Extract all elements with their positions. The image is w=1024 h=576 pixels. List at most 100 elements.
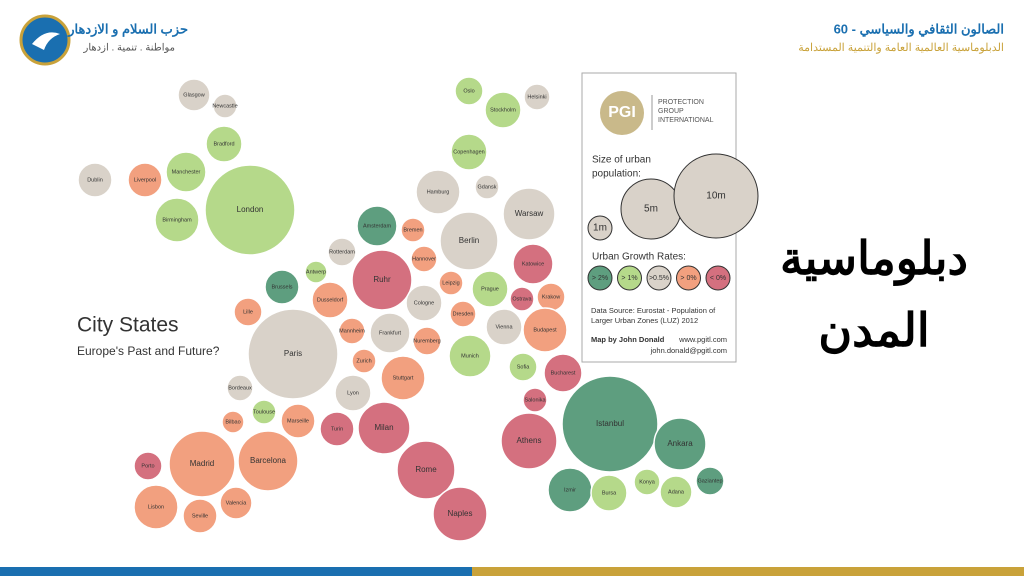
city-bubble	[338, 317, 366, 345]
city-label: Lille	[243, 309, 253, 315]
city-label: Zurich	[356, 358, 371, 364]
city-bubble	[522, 307, 568, 353]
city-bubble	[448, 334, 492, 378]
city-bubble	[77, 162, 113, 198]
city-label: Newcastle	[212, 103, 237, 109]
city-bubble	[449, 300, 477, 328]
city-label: Rome	[415, 465, 437, 474]
city-label: Lisbon	[148, 504, 164, 510]
city-label: Stuttgart	[393, 375, 414, 381]
city-label: Glasgow	[183, 92, 204, 98]
party-name: حزب السلام و الازدهار	[67, 21, 188, 37]
growth-label: > 0%	[680, 275, 696, 282]
pgi-logo-text: PGI	[608, 104, 636, 121]
growth-swatch	[705, 265, 731, 291]
city-bubble	[400, 217, 426, 243]
city-bubble	[512, 243, 554, 285]
growth-swatch	[646, 265, 672, 291]
city-label: Milan	[374, 423, 393, 432]
size-example	[673, 153, 759, 239]
city-label: Bucharest	[551, 370, 576, 376]
city-bubble	[508, 352, 538, 382]
city-label: Katowice	[522, 261, 544, 267]
city-bubble	[304, 260, 328, 284]
city-bubble	[396, 440, 456, 500]
city-label: Amsterdam	[363, 223, 392, 229]
city-label: Gaziantep	[697, 478, 722, 484]
city-bubble	[454, 76, 484, 106]
city-label: Bursa	[602, 490, 617, 496]
growth-label: >0.5%	[649, 275, 669, 282]
data-source: Data Source: Eurostat - Population of	[591, 306, 716, 315]
city-bubble	[438, 270, 464, 296]
city-bubble	[334, 374, 372, 412]
city-label: Adana	[668, 489, 685, 495]
city-bubble	[327, 237, 357, 267]
city-label: Dublin	[87, 177, 103, 183]
city-label: Toulouse	[253, 409, 275, 415]
city-bubble	[133, 451, 163, 481]
city-bubble	[204, 164, 296, 256]
city-label: Prague	[481, 286, 499, 292]
city-label: Liverpool	[134, 177, 156, 183]
city-bubble	[351, 249, 413, 311]
city-bubble	[653, 417, 707, 471]
city-label: Madrid	[190, 459, 214, 468]
city-bubble	[205, 125, 243, 163]
growth-swatch	[617, 265, 642, 291]
size-title: population:	[592, 169, 641, 180]
footer-blue	[0, 567, 472, 576]
city-label: Cologne	[414, 300, 435, 306]
city-bubble	[471, 270, 509, 308]
city-label: Ankara	[667, 439, 693, 448]
city-bubble	[221, 410, 245, 434]
growth-swatch	[676, 265, 701, 291]
growth-label: < 0%	[710, 275, 726, 282]
city-label: Bradford	[213, 141, 234, 147]
map-subtitle: Europe's Past and Future?	[77, 344, 220, 358]
city-label: Bordeaux	[228, 385, 252, 391]
city-bubble	[695, 466, 725, 496]
growth-title: Urban Growth Rates:	[592, 252, 686, 263]
author: Map by John Donald	[591, 335, 665, 344]
city-bubble	[247, 308, 339, 400]
city-label: Oslo	[463, 88, 474, 94]
city-bubble	[212, 93, 238, 119]
city-label: Krakow	[542, 294, 560, 300]
city-label: Copenhagen	[453, 149, 485, 155]
size-label: 5m	[644, 204, 658, 215]
slide-title-line: المدن	[818, 304, 929, 356]
city-label: Marseille	[287, 418, 309, 424]
city-label: Hamburg	[427, 189, 450, 195]
city-label: Antwerp	[306, 269, 326, 275]
company-name: GROUP	[658, 108, 684, 115]
email: john.donald@pgitl.com	[650, 346, 727, 355]
city-label: Berlin	[459, 236, 479, 245]
city-label: Valencia	[226, 500, 248, 506]
city-label: Budapest	[533, 327, 557, 333]
city-label: Barcelona	[250, 456, 287, 465]
data-source: Larger Urban Zones (LUZ) 2012	[591, 316, 698, 325]
city-bubble	[659, 475, 693, 509]
city-bubble	[356, 205, 398, 247]
city-label: Frankfurt	[379, 330, 401, 336]
growth-swatch	[587, 265, 613, 291]
party-slogan: مواطنة . تنمية . ازدهار	[83, 43, 175, 54]
city-label: Salonika	[524, 397, 546, 403]
city-label: Rotterdam	[329, 249, 355, 255]
city-label: Birmingham	[162, 217, 192, 223]
city-bubble	[522, 387, 548, 413]
city-label: Mannheim	[339, 328, 365, 334]
city-bubble	[412, 326, 442, 356]
city-label: Warsaw	[515, 209, 544, 218]
city-label: Naples	[448, 509, 473, 518]
size-example	[587, 215, 613, 241]
city-bubble	[351, 348, 377, 374]
city-label: Nuremberg	[413, 338, 441, 344]
city-bubble	[500, 412, 558, 470]
city-label: Ruhr	[373, 275, 391, 284]
city-label: Gdansk	[478, 184, 497, 190]
city-bubble	[182, 498, 218, 534]
